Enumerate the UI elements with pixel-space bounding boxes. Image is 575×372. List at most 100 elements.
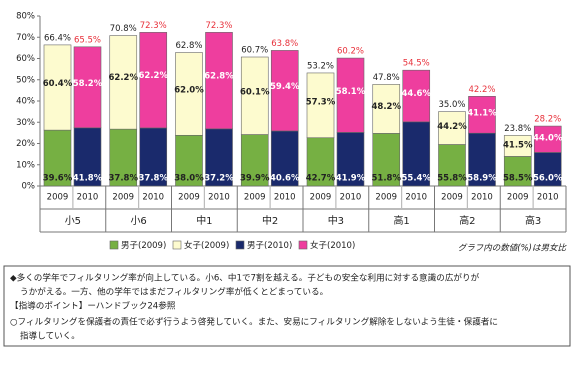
bar-segment <box>43 129 72 187</box>
year-label: 2009 <box>507 193 529 203</box>
legend-swatch <box>172 240 182 250</box>
segment-label: 41.8% <box>73 174 103 184</box>
total-label: 65.5% <box>74 35 101 45</box>
total-label: 53.2% <box>307 61 334 71</box>
text-box-line: ◆多くの学年でフィルタリング率が向上している。小6、中1で7割を越える。子どもの… <box>10 272 480 284</box>
bar-segment <box>175 134 203 187</box>
text-box <box>3 265 571 347</box>
year-label: 2009 <box>112 193 134 203</box>
total-label: 23.8% <box>504 124 531 134</box>
bar-segment <box>73 46 102 129</box>
segment-label: 38.0% <box>174 174 204 184</box>
bar-segment <box>175 52 203 136</box>
segment-label: 56.0% <box>533 174 563 184</box>
total-label: 72.3% <box>140 21 167 31</box>
segment-label: 44.6% <box>402 89 432 99</box>
segment-label: 41.5% <box>503 140 533 150</box>
bar-segment <box>468 132 496 187</box>
bar-segment <box>402 69 431 123</box>
bar-segment <box>109 35 138 130</box>
x-tick-label: 高3 <box>525 214 541 227</box>
bar-segment <box>402 121 431 187</box>
total-label: 60.7% <box>241 46 268 56</box>
segment-label: 39.6% <box>43 174 73 184</box>
total-label: 42.2% <box>468 85 495 95</box>
y-tick-label: 40% <box>16 97 35 107</box>
segment-label: 60.1% <box>240 87 270 97</box>
y-tick-label: 80% <box>16 12 35 22</box>
segment-label: 51.8% <box>372 174 402 184</box>
year-label: 2010 <box>77 193 99 203</box>
total-label: 60.2% <box>337 47 364 57</box>
bar-segment <box>139 32 168 129</box>
segment-label: 58.1% <box>336 87 366 97</box>
segment-label: 58.9% <box>467 174 497 184</box>
year-label: 2010 <box>274 193 296 203</box>
segment-label: 62.2% <box>139 71 169 81</box>
bar-segment <box>372 133 401 187</box>
total-label: 28.2% <box>534 115 561 125</box>
segment-label: 48.2% <box>372 102 402 112</box>
segment-label: 41.9% <box>336 174 366 184</box>
legend-swatch <box>235 240 245 250</box>
bar-segment <box>270 130 299 187</box>
year-label: 2010 <box>340 193 362 203</box>
bar-segment <box>533 152 562 187</box>
x-tick-label: 中1 <box>196 214 212 227</box>
segment-label: 58.5% <box>503 174 533 184</box>
year-label: 2009 <box>441 193 463 203</box>
y-tick-label: 20% <box>16 139 35 149</box>
year-label: 2010 <box>208 193 230 203</box>
segment-label: 39.9% <box>240 174 270 184</box>
total-label: 47.8% <box>373 73 400 83</box>
bar-segment <box>270 50 299 132</box>
bar-segment <box>43 44 72 131</box>
segment-label: 62.2% <box>109 73 139 83</box>
total-label: 35.0% <box>438 100 465 110</box>
segment-label: 59.4% <box>270 82 300 92</box>
legend-label: 男子(2010) <box>247 241 292 251</box>
segment-label: 57.3% <box>306 98 336 108</box>
x-tick-label: 高1 <box>393 214 409 227</box>
segment-label: 62.8% <box>204 71 234 81</box>
x-tick-label: 小6 <box>130 215 146 227</box>
segment-label: 55.8% <box>437 174 467 184</box>
bar-segment <box>240 56 269 135</box>
chart-note: グラフ内の数値(%)は男女比 <box>458 243 568 254</box>
bar-segment <box>503 135 532 157</box>
y-tick-label: 0% <box>22 182 36 192</box>
year-label: 2009 <box>310 193 332 203</box>
year-label: 2009 <box>178 193 200 203</box>
bar-segment <box>306 72 335 139</box>
bar-segment <box>205 128 233 187</box>
y-tick-label: 60% <box>16 54 35 64</box>
y-tick-label: 50% <box>16 75 35 85</box>
segment-label: 44.0% <box>533 133 563 143</box>
legend-label: 男子(2009) <box>121 241 166 251</box>
total-label: 54.5% <box>403 59 430 69</box>
total-label: 70.8% <box>110 24 137 34</box>
x-tick-label: 小5 <box>65 215 81 227</box>
segment-label: 37.8% <box>139 174 169 184</box>
bar-segment <box>468 96 496 134</box>
segment-label: 60.4% <box>43 79 73 89</box>
text-box-line: 指導していく。 <box>20 330 80 342</box>
bar-segment <box>336 57 365 133</box>
x-tick-label: 中3 <box>328 214 344 227</box>
bar-segment <box>205 32 233 130</box>
segment-label: 55.4% <box>402 174 432 184</box>
text-box-line: うかがえる。一方、他の学年ではまだフィルタリング率が低くとどまっている。 <box>20 286 328 298</box>
year-label: 2010 <box>537 193 559 203</box>
total-label: 62.8% <box>175 41 202 51</box>
text-box-line: ○フィルタリングを保護者の責任で必ず行うよう啓発していく。また、安易にフィルタリ… <box>10 316 498 328</box>
bar-segment <box>503 156 532 187</box>
text-box-line: 【指導のポイント】ーハンドブック24参照 <box>10 300 176 312</box>
total-label: 66.4% <box>44 33 71 43</box>
x-tick-label: 中2 <box>262 214 278 227</box>
y-tick-label: 30% <box>16 118 35 128</box>
segment-label: 44.2% <box>437 122 467 132</box>
legend-swatch <box>298 240 308 250</box>
year-label: 2009 <box>375 193 397 203</box>
